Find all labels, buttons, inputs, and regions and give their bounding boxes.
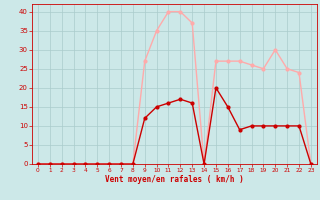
X-axis label: Vent moyen/en rafales ( km/h ): Vent moyen/en rafales ( km/h ) — [105, 175, 244, 184]
